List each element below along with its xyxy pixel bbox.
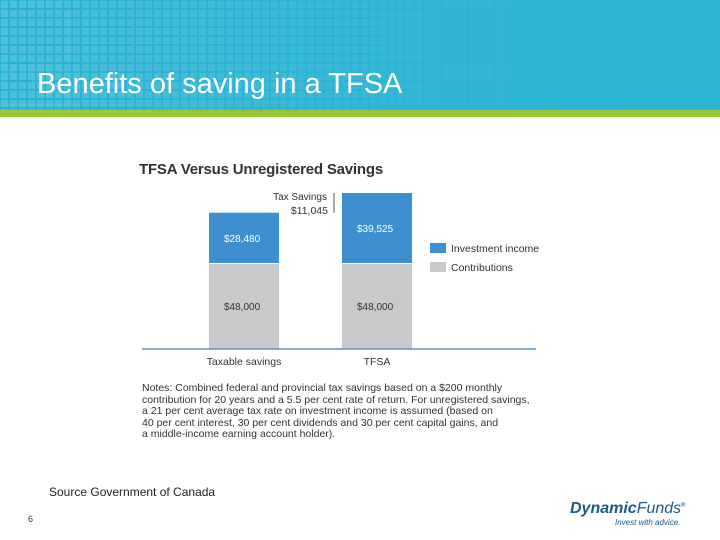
bar-investment-income: [342, 193, 412, 264]
data-label-investment-income: $28,480: [224, 234, 261, 245]
bar-contributions: [342, 263, 412, 349]
data-label-investment-income: $39,525: [357, 224, 394, 235]
logo-registered: ®: [681, 502, 686, 509]
logo-tagline: Invest with advice.: [615, 518, 681, 527]
chart-notes: Notes: Combined federal and provincial t…: [142, 382, 542, 441]
header-grid-pattern: [0, 0, 720, 110]
legend-label: Investment income: [451, 243, 539, 255]
notes-line: Notes: Combined federal and provincial t…: [142, 382, 503, 394]
dynamic-funds-logo: DynamicFunds® Invest with advice.: [570, 500, 694, 530]
data-label-contributions: $48,000: [224, 302, 261, 313]
data-label-contributions: $48,000: [357, 302, 394, 313]
x-tick-label: TFSA: [364, 356, 391, 368]
stacked-bar-chart: $28,480 $48,000 Taxable savings $39,525 $48,…: [142, 192, 539, 368]
logo-wordmark: DynamicFunds®: [570, 500, 686, 518]
slide-header: Benefits of saving in a TFSA: [0, 0, 720, 110]
bar-investment-income: [209, 212, 279, 264]
source-citation: Source Government of Canada: [49, 485, 216, 499]
x-tick-label: Taxable savings: [207, 356, 282, 368]
notes-line: contribution for 20 years and a 5.5 per …: [142, 393, 530, 406]
accent-divider: [0, 110, 720, 117]
logo-brand: Dynamic: [570, 500, 637, 517]
chart-title: TFSA Versus Unregistered Savings: [139, 161, 383, 178]
logo-brand-second: Funds: [636, 500, 682, 517]
legend-swatch: [430, 243, 446, 253]
annotation-tax-savings-value: $11,045: [291, 205, 328, 217]
legend-label: Contributions: [451, 262, 513, 274]
notes-line: 40 per cent interest, 30 per cent divide…: [142, 416, 499, 429]
annotation-tax-savings-label: Tax Savings: [273, 192, 327, 203]
bar-contributions: [209, 263, 279, 349]
legend-swatch: [430, 262, 446, 272]
page-number: 6: [28, 514, 34, 524]
notes-line: a 21 per cent average tax rate on invest…: [142, 405, 493, 418]
slide-title: Benefits of saving in a TFSA: [37, 68, 403, 100]
notes-line: a middle-income earning account holder).: [142, 428, 336, 441]
